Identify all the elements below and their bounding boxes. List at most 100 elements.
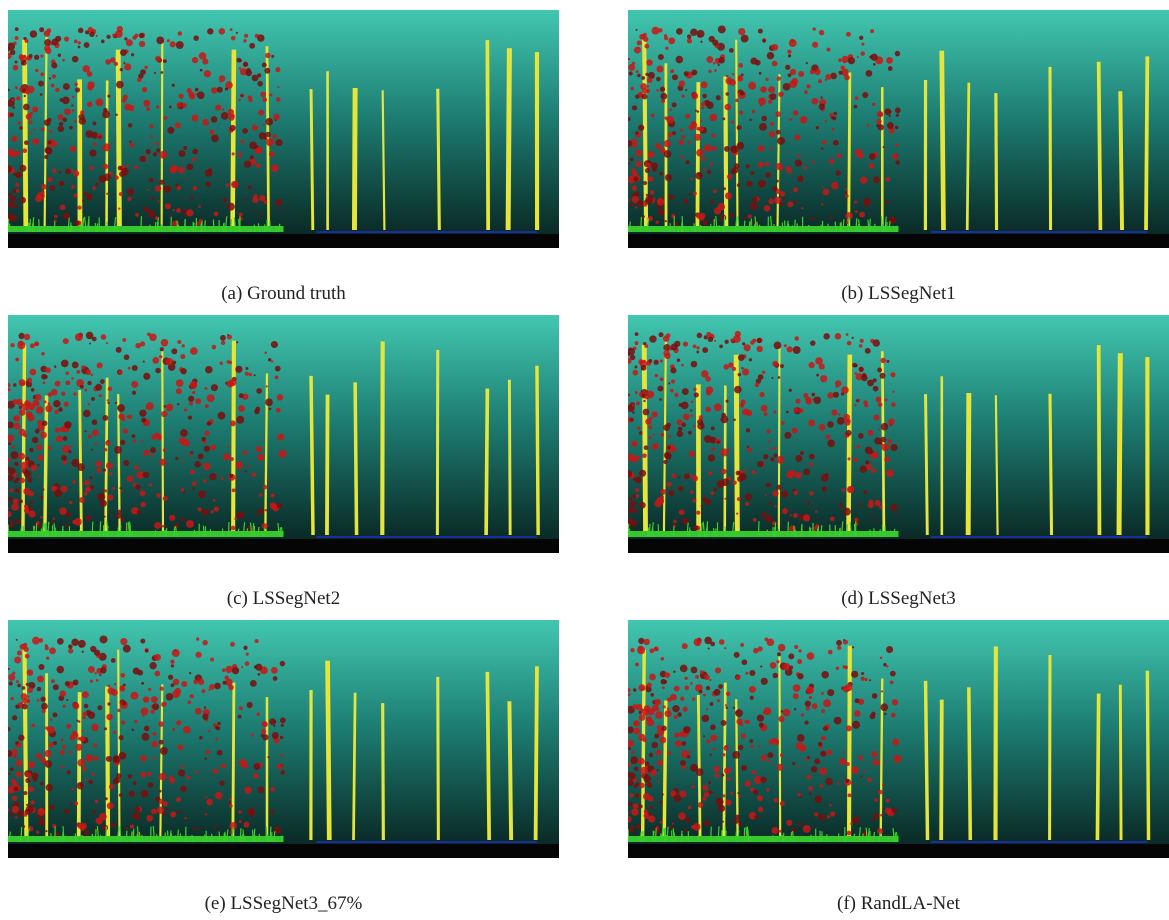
trunk [162, 43, 163, 230]
foliage [873, 339, 880, 346]
foliage [10, 113, 14, 117]
foliage [49, 130, 52, 133]
foliage [776, 130, 781, 135]
foliage [176, 388, 182, 394]
foliage [712, 39, 718, 45]
foliage [257, 454, 264, 461]
foliage [164, 185, 171, 192]
foliage [765, 515, 773, 523]
foliage [159, 459, 166, 466]
foliage [140, 772, 146, 778]
foliage [32, 637, 40, 645]
foliage [656, 66, 663, 73]
foliage [774, 342, 782, 350]
foliage [22, 704, 28, 710]
foliage [143, 472, 149, 478]
foliage [166, 358, 173, 365]
foliage [135, 484, 140, 489]
foliage [771, 44, 778, 51]
foliage [710, 735, 717, 742]
foliage [771, 377, 773, 379]
foliage [131, 53, 134, 56]
foliage [766, 429, 770, 433]
foliage [636, 70, 639, 73]
foliage [132, 391, 136, 395]
grass [225, 832, 226, 842]
foliage [846, 725, 852, 731]
grass [714, 219, 715, 232]
foliage [857, 56, 859, 58]
foliage [733, 707, 735, 709]
foliage [672, 823, 674, 825]
foliage [713, 62, 715, 64]
foliage [691, 825, 695, 829]
foliage [787, 201, 793, 207]
foliage [51, 679, 55, 683]
foliage [199, 736, 202, 739]
foliage [631, 751, 634, 754]
foliage [690, 682, 693, 685]
foliage [135, 213, 139, 217]
foliage [82, 200, 85, 203]
foliage [195, 652, 201, 658]
foliage [683, 707, 688, 712]
foliage [821, 692, 824, 695]
foliage [704, 144, 712, 152]
foliage [848, 793, 852, 797]
foliage [843, 414, 850, 421]
foliage [804, 90, 808, 94]
foliage [663, 680, 667, 684]
foliage [29, 448, 33, 452]
trunk [968, 393, 969, 535]
foliage [890, 504, 897, 511]
foliage [163, 812, 167, 816]
foliage [633, 478, 636, 481]
foliage [92, 419, 98, 425]
foliage [659, 332, 664, 337]
foliage [648, 425, 652, 429]
foliage [783, 709, 791, 717]
foliage [117, 404, 125, 412]
foliage [878, 402, 883, 407]
foliage [190, 381, 198, 389]
foliage [752, 770, 756, 774]
foliage [670, 826, 673, 829]
foliage [818, 814, 825, 821]
foliage [51, 521, 54, 524]
foliage [34, 341, 39, 346]
foliage [714, 403, 722, 411]
foliage [674, 393, 678, 397]
foliage [873, 386, 879, 392]
foliage [668, 37, 675, 44]
trunk [537, 366, 538, 535]
foliage [714, 69, 717, 72]
foliage [23, 825, 25, 827]
foliage [777, 456, 785, 464]
foliage [55, 427, 60, 432]
foliage [701, 157, 705, 161]
foliage [735, 709, 743, 717]
foliage [759, 745, 761, 747]
foliage [266, 385, 268, 387]
foliage [662, 686, 665, 689]
foliage [704, 792, 710, 798]
foliage [689, 451, 695, 457]
foliage [148, 782, 154, 788]
foliage [631, 404, 634, 407]
foliage [880, 373, 886, 379]
foliage [127, 188, 134, 195]
foliage [90, 476, 93, 479]
foliage [245, 372, 249, 376]
foliage [649, 806, 653, 810]
foliage [731, 121, 734, 124]
foliage [770, 122, 774, 126]
foliage [215, 792, 222, 799]
trunk [107, 80, 108, 230]
foliage [793, 346, 801, 354]
foliage [156, 493, 161, 498]
foliage [836, 667, 839, 670]
foliage [171, 664, 174, 667]
foliage [660, 377, 664, 381]
foliage [752, 197, 758, 203]
foliage [643, 203, 647, 207]
